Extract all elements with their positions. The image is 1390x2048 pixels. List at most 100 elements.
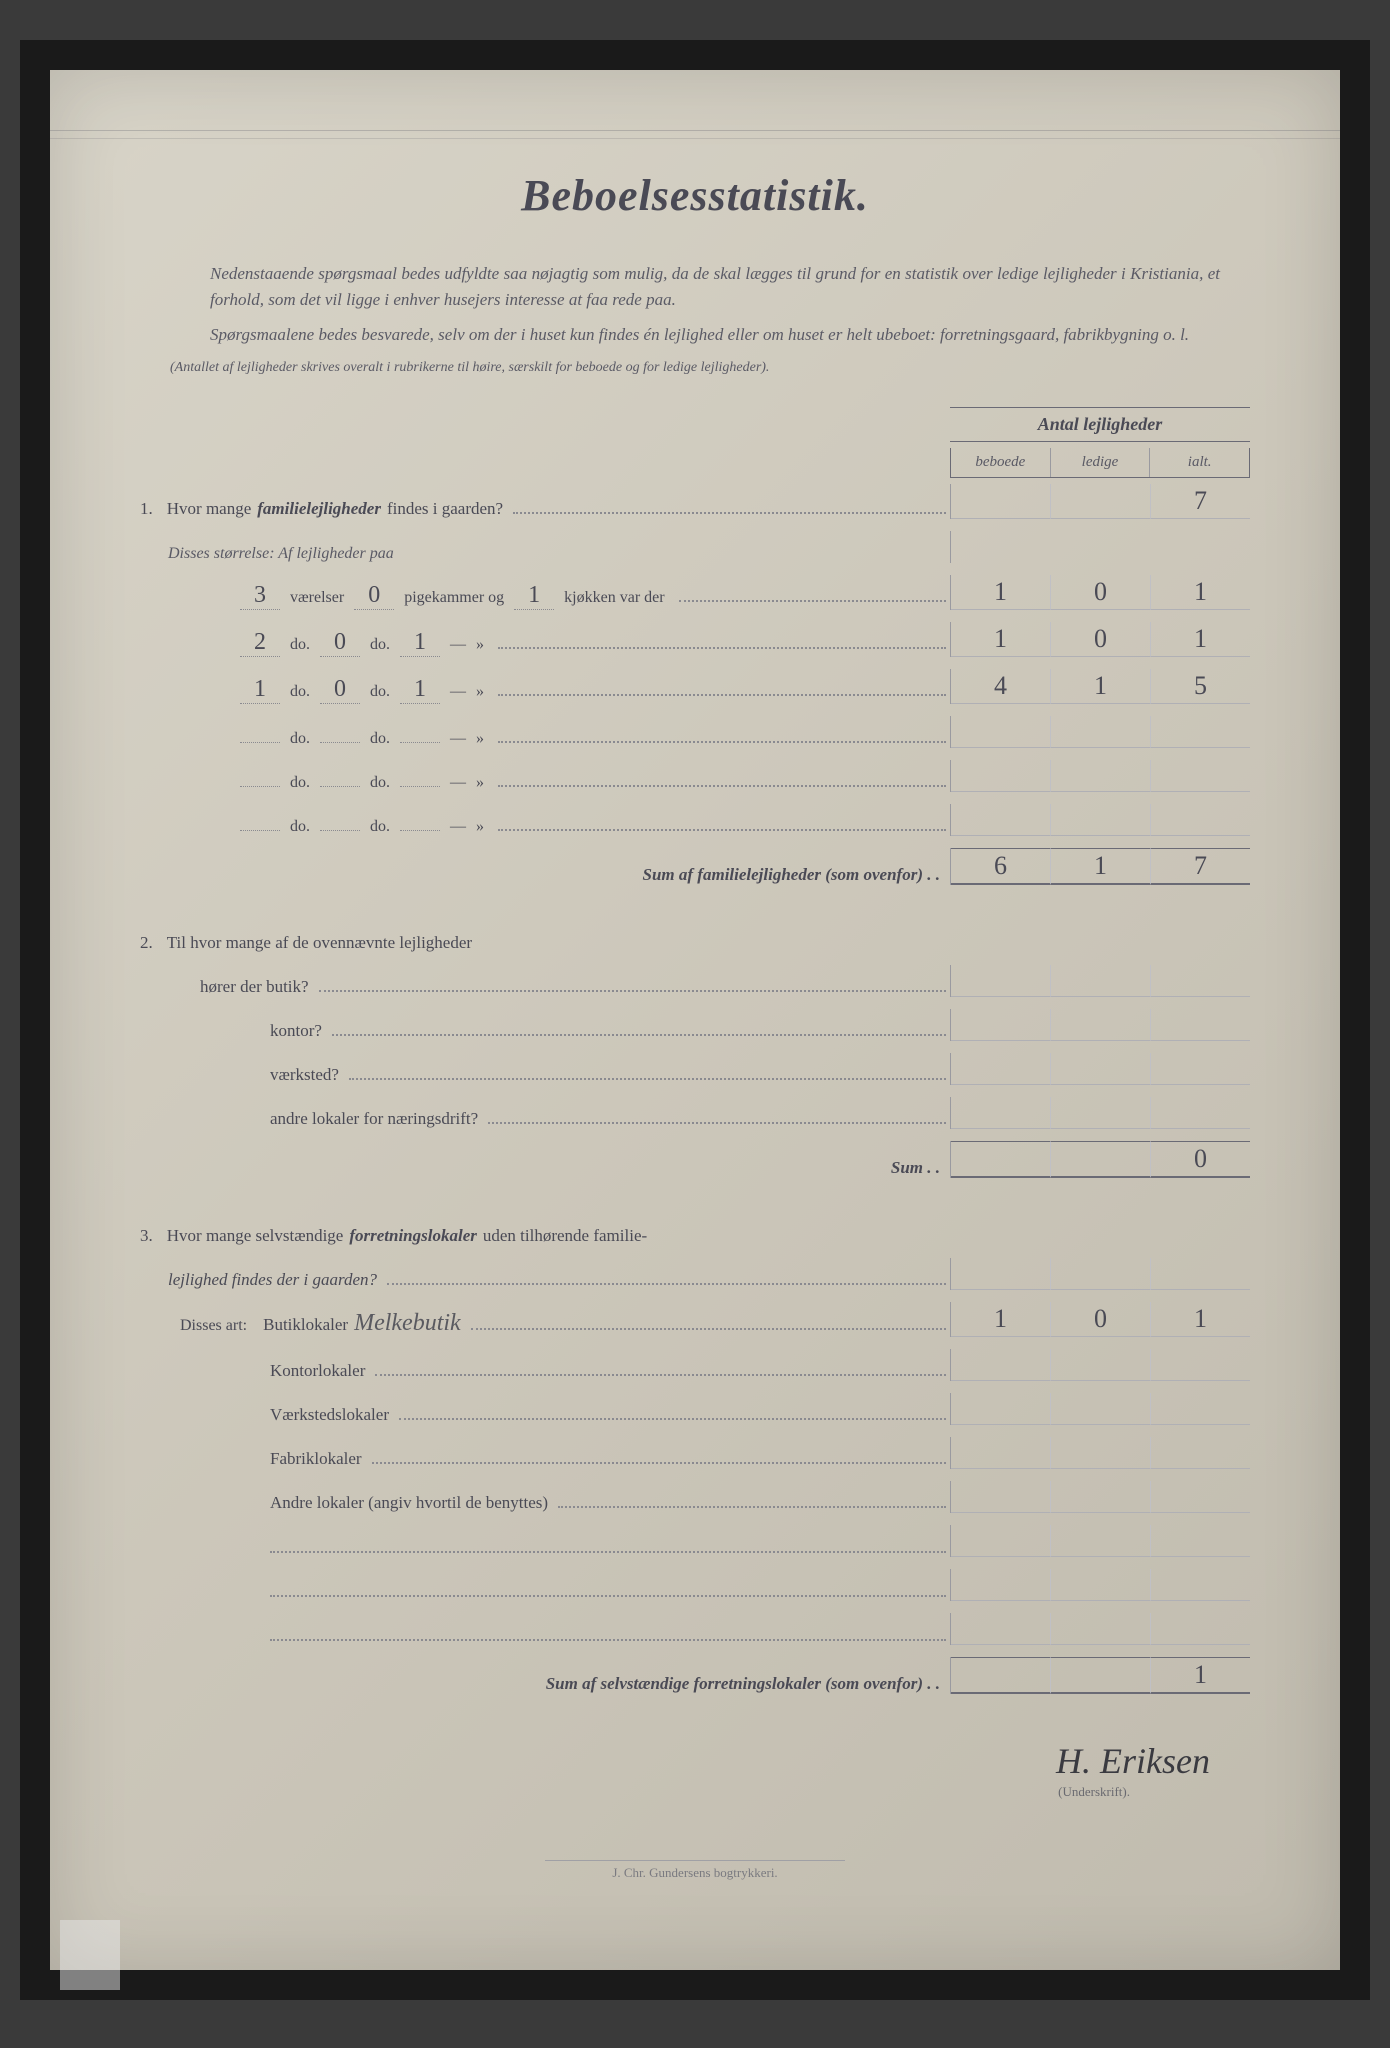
q3-art-label: Disses art: [180,1317,247,1335]
intro-note: (Antallet af lejligheder skrives overalt… [170,358,1220,378]
lbl-kjokken: kjøkken var der [564,589,664,607]
q1-r1-v: 3 [240,582,280,610]
q1-r2-beboede: 1 [951,622,1050,657]
lbl-do: do. [370,636,390,654]
q3-r5-label: Andre lokaler (angiv hvortil de benyttes… [270,1493,548,1513]
q1-r2-p: 0 [320,629,360,657]
q2-line: værksted? [140,1047,1250,1091]
q2-line: kontor? [140,1003,1250,1047]
q3-line: Andre lokaler (angiv hvortil de benyttes… [140,1475,1250,1519]
q1-beboede [951,484,1050,519]
intro-text-2: Spørgsmaalene bedes besvarede, selv om d… [210,322,1189,348]
q2-l4: andre lokaler for næringsdrift? [270,1109,478,1129]
q1-r3-p: 0 [320,676,360,704]
q3-line: Værkstedslokaler [140,1387,1250,1431]
signature: H. Eriksen [140,1740,1210,1782]
q3-sum-ialt: 1 [1150,1657,1250,1694]
signature-block: H. Eriksen (Underskrift). [140,1740,1250,1800]
q3-r1-ledige: 0 [1050,1302,1150,1337]
q2-num: 2. [140,933,153,953]
q1-r2-v: 2 [240,629,280,657]
q2-sum-ialt: 0 [1150,1141,1250,1178]
q1-ialt: 7 [1150,484,1250,519]
q1-r1-p: 0 [354,582,394,610]
q1-detail-row: do. do. — » [140,710,1250,754]
q3-r1-ialt: 1 [1150,1302,1250,1337]
q2-line: hører der butik? [140,959,1250,1003]
q1-detail-row: 2 do. 0 do. 1 — » 1 0 1 [140,616,1250,663]
q3-text-a: Hvor mange selvstændige [167,1226,344,1246]
q1-sum-ledige: 1 [1050,848,1150,885]
q1-sum-row: Sum af familielejligheder (som ovenfor) … [140,842,1250,891]
q3-num: 3. [140,1226,153,1246]
document-page: Beboelsesstatistik. Nedenstaaende spørgs… [50,70,1340,1970]
scan-frame: Beboelsesstatistik. Nedenstaaende spørgs… [20,40,1370,2000]
q2-l1: hører der butik? [200,977,309,997]
q3-r1-label: Butiklokaler [263,1315,348,1335]
q1-text-b: familielejligheder [257,499,381,519]
q1-r1-ialt: 1 [1150,575,1250,610]
q1-r3-ialt: 5 [1150,669,1250,704]
q3-blank [140,1563,1250,1607]
signature-label: (Underskrift). [140,1784,1210,1800]
lbl-quote: » [476,683,484,701]
q3-text-c: uden tilhørende familie- [483,1226,647,1246]
q3-r1-beboede: 1 [951,1302,1050,1337]
q2-line: andre lokaler for næringsdrift? [140,1091,1250,1135]
q1-r3-beboede: 4 [951,669,1050,704]
q1-num: 1. [140,499,153,519]
q2-sum-row: Sum . . 0 [140,1135,1250,1184]
q1-r1-ledige: 0 [1050,575,1150,610]
q1-detail-row: do. do. — » [140,754,1250,798]
q1-text-a: Hvor mange [167,499,252,519]
q1-sub-row: Disses størrelse: Af lejligheder paa [140,525,1250,569]
col-ialt: ialt. [1149,448,1250,477]
q3-art-row: Disses art: Butiklokaler Melkebutik 1 0 … [140,1296,1250,1343]
q3-row: 3. Hvor mange selvstændige forretningslo… [140,1208,1250,1252]
q3-r2-label: Kontorlokaler [270,1361,365,1381]
dots [513,512,946,514]
q2-sum-label: Sum . . [891,1158,940,1178]
q2-text: Til hvor mange af de ovennævnte lejlighe… [167,933,472,953]
q1-sum-beboede: 6 [951,848,1050,885]
q3-r4-label: Fabriklokaler [270,1449,362,1469]
lbl-vaerelser: værelser [290,589,344,607]
q1-sum-ialt: 7 [1150,848,1250,885]
q1-sum-label: Sum af familielejligheder (som ovenfor) … [643,865,940,885]
q3-blank [140,1519,1250,1563]
q1-r1-k: 1 [514,582,554,610]
lbl-do: do. [370,683,390,701]
q1-r3-v: 1 [240,676,280,704]
q1-r2-ledige: 0 [1050,622,1150,657]
q3-line: Fabriklokaler [140,1431,1250,1475]
lbl-dash: — [450,683,466,701]
q2-l2: kontor? [270,1021,322,1041]
q1-r2-ialt: 1 [1150,622,1250,657]
q1-detail-row: 3 værelser 0 pigekammer og 1 kjøkken var… [140,569,1250,616]
q3-line: Kontorlokaler [140,1343,1250,1387]
col-beboede: beboede [950,448,1050,477]
table-subheader: beboede ledige ialt. [140,448,1250,478]
lbl-quote: » [476,636,484,654]
q1-row: 1. Hvor mange familielejligheder findes … [140,478,1250,525]
q3-text-b: forretningslokaler [349,1226,477,1246]
lbl-pigekammer: pigekammer og [404,589,504,607]
q1-r2-k: 1 [400,629,440,657]
q3-text-d: lejlighed findes der i gaarden? [168,1270,377,1290]
q1-sub-label: Disses størrelse: Af lejligheder paa [168,545,394,563]
lbl-dash: — [450,636,466,654]
table-header: Antal lejligheder [140,407,1250,442]
intro-text-1: Nedenstaaende spørgsmaal bedes udfyldte … [210,261,1220,312]
q1-detail-row: 1 do. 0 do. 1 — » 4 1 5 [140,663,1250,710]
q2-row: 2. Til hvor mange af de ovennævnte lejli… [140,915,1250,959]
q1-ledige [1050,484,1150,519]
col-ledige: ledige [1050,448,1150,477]
q1-r3-k: 1 [400,676,440,704]
q3-blank [140,1607,1250,1651]
q1-detail-row: do. do. — » [140,798,1250,842]
q3-r3-label: Værkstedslokaler [270,1405,389,1425]
q3-r1-hw: Melkebutik [354,1310,461,1337]
q3-row-cont: lejlighed findes der i gaarden? [140,1252,1250,1296]
q2-l3: værksted? [270,1065,339,1085]
q1-r3-ledige: 1 [1050,669,1150,704]
